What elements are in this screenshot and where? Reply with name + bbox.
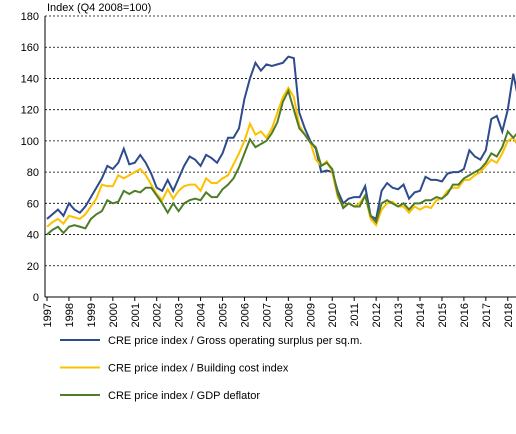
legend-label: CRE price index / Gross operating surplu…	[108, 335, 362, 347]
x-tick-label: 1998	[64, 303, 76, 327]
x-tick-label: 2011	[349, 303, 361, 327]
legend-label: CRE price index / GDP deflator	[108, 390, 260, 402]
x-tick-label: 2008	[283, 303, 295, 327]
x-tick-label: 1999	[86, 303, 98, 327]
x-tick-label: 2004	[196, 303, 208, 327]
y-tick-label: 100	[21, 136, 39, 148]
legend-label: CRE price index / Building cost index	[108, 363, 289, 375]
y-axis-label: Index (Q4 2008=100)	[47, 2, 151, 14]
series-line	[46, 85, 516, 228]
x-tick-label: 2018	[503, 303, 515, 327]
x-tick-label: 2000	[108, 303, 120, 327]
x-tick-label: 2016	[459, 303, 471, 327]
y-tick-label: 140	[21, 73, 39, 85]
y-tick-label: 120	[21, 105, 39, 117]
x-tick-label: 2017	[481, 303, 493, 327]
x-tick-label: 2013	[393, 303, 405, 327]
x-tick-label: 1997	[42, 303, 54, 327]
x-tick-label: 2005	[218, 303, 230, 327]
series-line	[46, 88, 516, 236]
y-tick-label: 60	[27, 198, 39, 210]
x-tick-label: 2001	[130, 303, 142, 327]
x-tick-label: 2010	[327, 303, 339, 327]
y-tick-label: 20	[27, 261, 39, 273]
y-tick-label: 80	[27, 167, 39, 179]
x-tick-label: 2007	[261, 303, 273, 327]
x-tick-label: 2012	[371, 303, 383, 327]
x-tick-label: 2009	[305, 303, 317, 327]
series-line	[46, 55, 516, 221]
x-tick-label: 2002	[152, 303, 164, 327]
x-tick-label: 2014	[415, 303, 427, 327]
y-tick-label: 40	[27, 230, 39, 242]
x-tick-label: 2003	[174, 303, 186, 327]
y-tick-label: 0	[33, 292, 39, 304]
x-tick-label: 2006	[239, 303, 251, 327]
y-tick-label: 160	[21, 42, 39, 54]
y-tick-label: 180	[21, 11, 39, 23]
x-tick-label: 2015	[437, 303, 449, 327]
